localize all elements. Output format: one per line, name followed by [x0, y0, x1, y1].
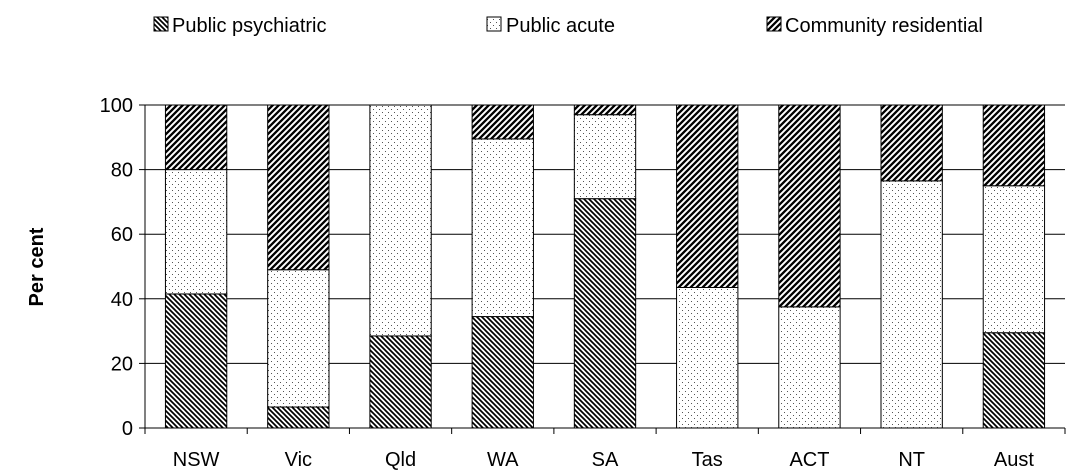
legend-label-public-psychiatric: Public psychiatric	[172, 15, 327, 37]
legend-swatch-community-residential	[766, 16, 782, 32]
bar-nt-community-residential	[880, 104, 943, 182]
bar-wa-public-acute	[471, 138, 534, 318]
y-tick-label-20: 20	[111, 353, 133, 375]
x-ticks: NSW Vic Qld WA SA Tas ACT NT Aust	[144, 428, 1066, 471]
x-tick-label-sa: SA	[592, 449, 619, 471]
bar-aust-public-psychiatric	[982, 332, 1046, 429]
bar-sa-community-residential	[573, 104, 637, 116]
y-tick-label-60: 60	[111, 224, 133, 246]
bar-tas-community-residential	[676, 104, 739, 288]
x-tick-label-aust: Aust	[994, 449, 1034, 471]
x-tick-label-qld: Qld	[385, 449, 416, 471]
bar-sa-public-psychiatric	[573, 198, 637, 429]
bar-aust-public-acute	[982, 185, 1046, 334]
axes	[144, 105, 1065, 429]
y-tick-label-0: 0	[122, 418, 133, 440]
bar-wa-community-residential	[471, 104, 534, 140]
legend-item-community-residential: Community residential	[766, 15, 983, 37]
bar-qld-public-psychiatric	[369, 335, 432, 429]
y-ticks: 0 20 40 60 80 100	[100, 95, 145, 440]
bars	[164, 104, 1046, 429]
x-tick-label-nt: NT	[898, 449, 925, 471]
bar-sa-public-acute	[573, 114, 637, 200]
bar-vic-community-residential	[267, 104, 330, 271]
x-tick-label-nsw: NSW	[173, 449, 220, 471]
y-tick-label-40: 40	[111, 289, 133, 311]
x-tick-label-tas: Tas	[692, 449, 723, 471]
bar-tas-public-acute	[676, 286, 739, 429]
y-tick-label-80: 80	[111, 160, 133, 182]
legend-label-public-acute: Public acute	[506, 15, 615, 37]
y-tick-label-100: 100	[100, 95, 133, 117]
legend-swatch-public-acute	[486, 16, 502, 32]
bar-nt-public-acute	[880, 180, 943, 429]
bar-vic-public-acute	[267, 269, 330, 408]
bar-nsw-community-residential	[164, 104, 228, 171]
bar-nsw-public-acute	[164, 169, 228, 295]
y-axis-title: Per cent	[26, 227, 48, 306]
x-tick-label-wa: WA	[487, 449, 519, 471]
legend-label-community-residential: Community residential	[785, 15, 983, 37]
legend-swatch-public-psychiatric	[153, 16, 169, 32]
bar-nsw-public-psychiatric	[164, 293, 228, 429]
x-tick-label-act: ACT	[789, 449, 829, 471]
bar-qld-public-acute	[369, 104, 432, 337]
bar-aust-community-residential	[982, 104, 1046, 187]
bar-act-public-acute	[778, 306, 841, 429]
x-tick-label-vic: Vic	[285, 449, 312, 471]
bar-act-community-residential	[778, 104, 841, 308]
legend-item-public-acute: Public acute	[486, 15, 615, 37]
bar-wa-public-psychiatric	[471, 316, 534, 429]
legend-item-public-psychiatric: Public psychiatric	[153, 15, 327, 37]
legend: Public psychiatric Public acute Communit…	[153, 15, 983, 37]
bar-vic-public-psychiatric	[267, 406, 330, 429]
